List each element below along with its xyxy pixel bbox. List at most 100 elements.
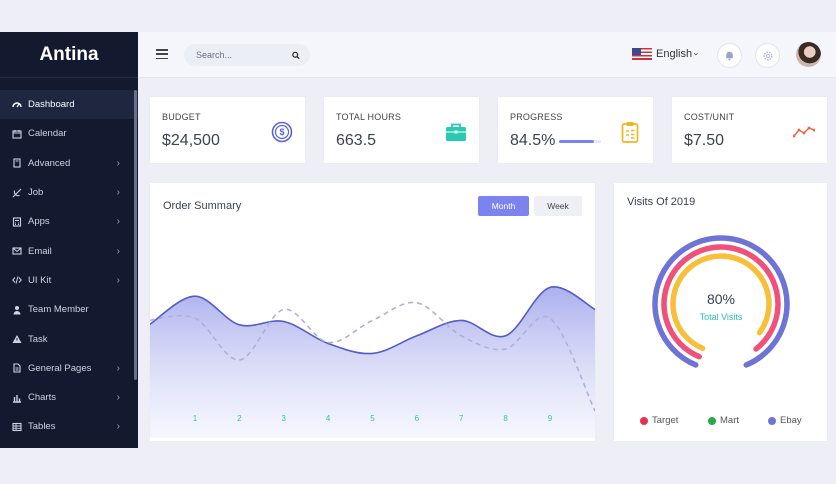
sidebar-item-label: Calendar: [28, 128, 67, 140]
x-tick-label: 2: [237, 414, 242, 423]
menu-toggle-icon[interactable]: [156, 49, 168, 59]
clipboard-icon: [619, 121, 641, 143]
topbar: English ›: [138, 32, 836, 78]
broadcast-off-icon: [12, 188, 22, 198]
legend-item-ebay[interactable]: Ebay: [768, 415, 802, 426]
progress-bar: [559, 140, 601, 143]
sidebar-item-tables[interactable]: Tables ›: [0, 412, 138, 441]
legend-label: Ebay: [780, 415, 802, 426]
series-line-primary: [150, 286, 595, 355]
legend-label: Mart: [720, 415, 739, 426]
sidebar-item-charts[interactable]: Charts ›: [0, 383, 138, 412]
legend-label: Target: [652, 415, 679, 426]
stat-title: BUDGET: [162, 112, 201, 122]
legend-item-target[interactable]: Target: [640, 415, 678, 426]
sidebar-item-label: General Pages: [28, 362, 92, 374]
visits-radial-chart: 80% Total Visits: [652, 235, 790, 368]
stat-value: $7.50: [684, 132, 725, 149]
order-summary-chart: 1 2 3 4 5 6 7 8 9: [150, 286, 595, 438]
notifications-button[interactable]: [717, 43, 742, 68]
search-icon[interactable]: [292, 51, 300, 60]
user-avatar[interactable]: [796, 42, 821, 67]
language-selector[interactable]: English ›: [632, 48, 702, 60]
chevron-right-icon: ›: [116, 187, 120, 199]
stat-card-cost-unit: COST/UNIT $7.50: [672, 97, 827, 163]
stat-title: TOTAL HOURS: [336, 112, 402, 122]
chevron-right-icon: ›: [116, 274, 120, 286]
search-input[interactable]: [196, 50, 292, 60]
visits-card: Visits Of 2019 80% Total Visits Target M…: [614, 183, 827, 441]
radial-arc-ebay: [652, 235, 790, 368]
sidebar-item-advanced[interactable]: Advanced ›: [0, 149, 138, 178]
stat-card-total-hours: TOTAL HOURS 663.5: [324, 97, 479, 163]
bar-chart-icon: [12, 393, 22, 403]
legend-item-mart[interactable]: Mart: [708, 415, 739, 426]
language-label: English: [656, 48, 693, 60]
sidebar-scrollbar[interactable]: [134, 90, 137, 380]
chevron-right-icon: ›: [116, 157, 120, 169]
sidebar-item-label: UI Kit: [28, 274, 52, 286]
chevron-right-icon: ›: [116, 421, 120, 433]
sidebar-item-dashboard[interactable]: Dashboard: [0, 90, 138, 120]
x-tick-label: 7: [459, 414, 464, 423]
stat-value: $24,500: [162, 132, 220, 149]
x-tick-label: 3: [282, 414, 287, 423]
book-icon: [12, 158, 22, 168]
sidebar-item-label: Team Member: [28, 304, 89, 316]
chevron-right-icon: ›: [116, 245, 120, 257]
user-icon: [12, 305, 22, 315]
sidebar-item-label: Job: [28, 187, 44, 199]
table-icon: [12, 422, 22, 432]
chevron-right-icon: ›: [116, 362, 120, 374]
x-tick-label: 8: [503, 414, 508, 423]
x-tick-label: 5: [370, 414, 375, 423]
stat-value: 663.5: [336, 132, 377, 149]
stat-value: 84.5%: [510, 132, 556, 149]
series-area-fill: [150, 286, 595, 438]
x-tick-label: 6: [415, 414, 420, 423]
file-icon: [12, 363, 22, 373]
progress-fill: [559, 140, 595, 143]
month-toggle-button[interactable]: Month: [478, 196, 529, 216]
week-toggle-button[interactable]: Week: [534, 196, 582, 216]
sidebar-item-label: Task: [28, 333, 48, 345]
legend-dot: [708, 416, 716, 425]
sidebar-item-general-pages[interactable]: General Pages ›: [0, 354, 138, 383]
x-tick-label: 1: [193, 414, 198, 423]
search-box: [184, 44, 310, 66]
sidebar-item-label: Advanced: [28, 157, 71, 169]
settings-button[interactable]: [755, 43, 780, 68]
bell-icon: [726, 51, 733, 61]
sidebar-item-team-member[interactable]: Team Member: [0, 295, 138, 324]
stat-card-progress: PROGRESS 84.5%: [498, 97, 653, 163]
sidebar-item-calendar[interactable]: Calendar: [0, 119, 138, 148]
svg-text:$: $: [279, 127, 284, 137]
sidebar-item-ui-kit[interactable]: UI Kit ›: [0, 266, 138, 295]
x-tick-label: 4: [326, 414, 331, 423]
series-line-dashed: [150, 301, 595, 412]
visits-title: Visits Of 2019: [627, 196, 696, 208]
stat-card-budget: BUDGET $24,500 $: [150, 97, 305, 163]
sidebar-item-label: Dashboard: [28, 99, 75, 111]
calendar-icon: [12, 129, 22, 139]
app-logo[interactable]: Antina: [0, 32, 138, 78]
chevron-down-icon: ›: [691, 52, 702, 56]
legend-dot: [640, 416, 648, 425]
x-tick-label: 9: [548, 414, 553, 423]
code-icon: [12, 275, 22, 285]
warning-icon: [12, 334, 22, 344]
sidebar-item-label: Charts: [28, 392, 56, 404]
sidebar-item-email[interactable]: Email ›: [0, 236, 138, 265]
sidebar-nav: Dashboard Calendar Advanced › Job › Apps…: [0, 78, 138, 442]
us-flag-icon: [632, 48, 652, 60]
visits-percent: 80%: [707, 291, 735, 307]
dollar-coin-icon: $: [271, 121, 293, 143]
legend-dot: [768, 416, 776, 425]
sidebar-item-job[interactable]: Job ›: [0, 178, 138, 207]
sidebar-item-apps[interactable]: Apps ›: [0, 207, 138, 236]
visits-subtitle: Total Visits: [700, 312, 743, 322]
mail-icon: [12, 246, 22, 256]
sidebar-item-task[interactable]: Task: [0, 324, 138, 353]
briefcase-icon: [445, 121, 467, 143]
order-summary-title: Order Summary: [163, 200, 242, 212]
